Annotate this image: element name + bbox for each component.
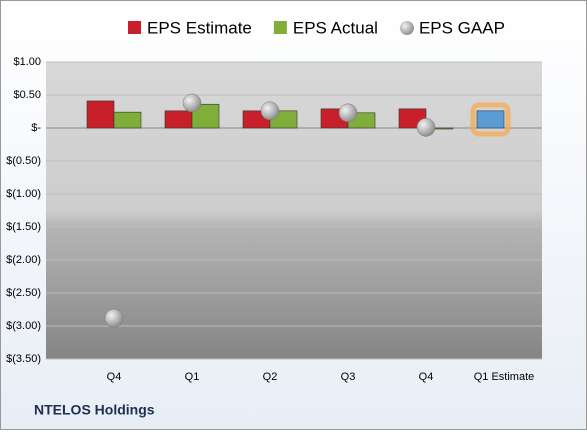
y-tick-label: $(0.50) [6, 155, 41, 167]
point [104, 308, 124, 328]
footer: NTELOS Holdings [34, 402, 155, 418]
x-tick-label: Q4 [107, 371, 122, 383]
legend-marker [128, 21, 141, 34]
bar [86, 100, 115, 129]
y-tick-label: $0.50 [13, 89, 41, 101]
legend-label: EPS Actual [293, 18, 378, 37]
x-tick-label: Q1 [185, 371, 200, 383]
bar [164, 110, 193, 129]
y-tick-label: $1.00 [13, 56, 41, 68]
point [182, 93, 202, 113]
legend-marker [273, 21, 287, 34]
highlight-glow [470, 102, 511, 137]
bar [191, 103, 220, 129]
y-tick-label: $(2.00) [6, 254, 41, 266]
legend-label: EPS Estimate [147, 18, 252, 37]
point [260, 101, 280, 121]
x-tick-label: Q1 Estimate [474, 371, 535, 383]
y-tick-label: $(3.50) [6, 353, 41, 365]
y-tick-label: $(2.50) [6, 287, 41, 299]
y-tick-label: $(1.00) [6, 188, 41, 200]
y-tick-label: $(1.50) [6, 221, 41, 233]
x-tick-label: Q3 [341, 371, 356, 383]
point [416, 118, 436, 137]
bar [476, 110, 505, 129]
point [338, 103, 358, 123]
legend-label: EPS GAAP [419, 18, 505, 37]
legend-marker [399, 21, 414, 35]
y-tick-label: $(3.00) [6, 320, 41, 332]
bar [113, 111, 142, 129]
x-tick-label: Q4 [419, 371, 434, 383]
y-tick-label: $- [31, 122, 41, 134]
x-tick-label: Q2 [263, 371, 278, 383]
